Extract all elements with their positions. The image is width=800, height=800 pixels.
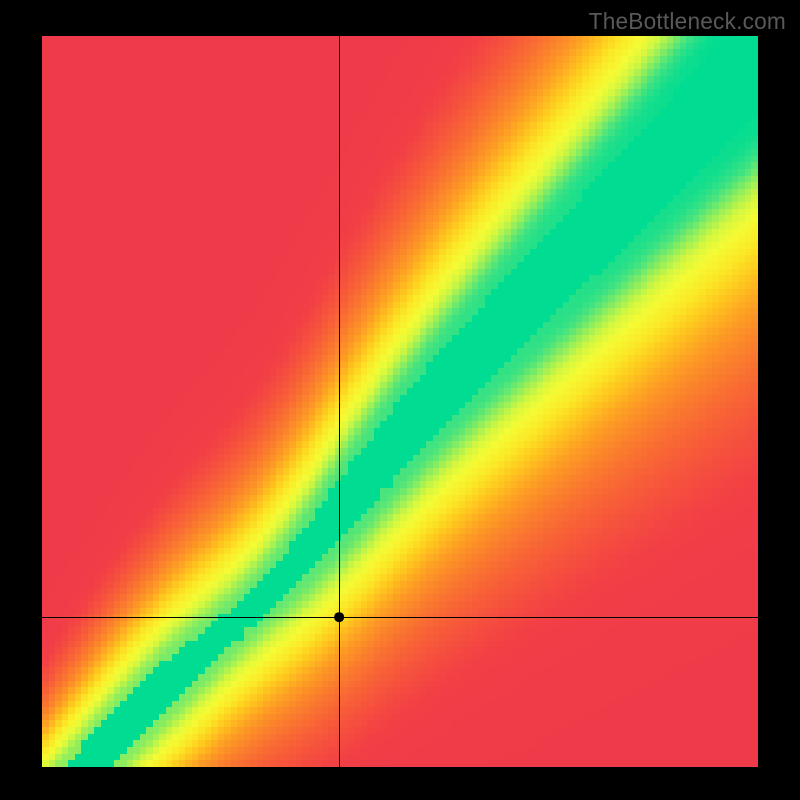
heatmap-canvas [0, 0, 800, 800]
watermark-text: TheBottleneck.com [589, 8, 786, 35]
chart-container: TheBottleneck.com [0, 0, 800, 800]
